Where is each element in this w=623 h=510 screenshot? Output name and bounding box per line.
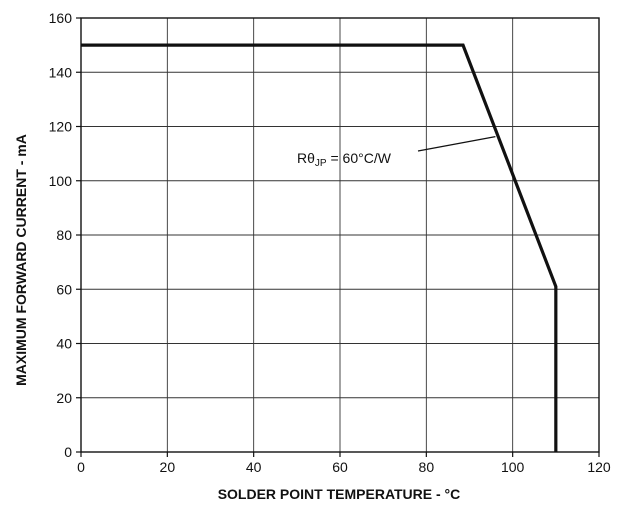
annotation-leader-line	[417, 136, 496, 152]
x-tick-label: 100	[501, 459, 525, 475]
y-tick-label: 40	[56, 336, 72, 352]
y-tick-label: 80	[56, 227, 72, 243]
x-axis-title: SOLDER POINT TEMPERATURE - °C	[218, 486, 461, 502]
y-tick-label: 120	[49, 119, 73, 135]
x-tick-label: 0	[77, 459, 85, 475]
annotation-subscript: JP	[315, 158, 327, 169]
derating-curve-line	[81, 43, 558, 452]
annotation-label: RθJP = 60°C/W	[297, 150, 392, 169]
grid-lines	[80, 17, 600, 453]
y-tick-label: 160	[49, 10, 73, 26]
series-layer	[81, 43, 558, 452]
annotation-main-text: Rθ	[297, 150, 315, 166]
x-tick-label: 120	[587, 459, 611, 475]
y-tick-label: 100	[49, 173, 73, 189]
plot-frame	[80, 17, 600, 453]
tick-labels: 0 20 40 60 80 100 120 0 20 40 60 80 100 120 140 160	[49, 10, 611, 475]
axis-ticks	[76, 17, 600, 457]
y-axis-title: MAXIMUM FORWARD CURRENT - mA	[13, 134, 29, 386]
y-tick-label: 20	[56, 390, 72, 406]
x-tick-label: 80	[419, 459, 435, 475]
y-tick-label: 0	[64, 444, 72, 460]
annotation-rest-text: = 60°C/W	[327, 150, 392, 166]
x-tick-label: 40	[246, 459, 262, 475]
y-tick-label: 140	[49, 64, 73, 80]
x-tick-label: 20	[160, 459, 176, 475]
y-tick-label: 60	[56, 281, 72, 297]
x-tick-label: 60	[332, 459, 348, 475]
